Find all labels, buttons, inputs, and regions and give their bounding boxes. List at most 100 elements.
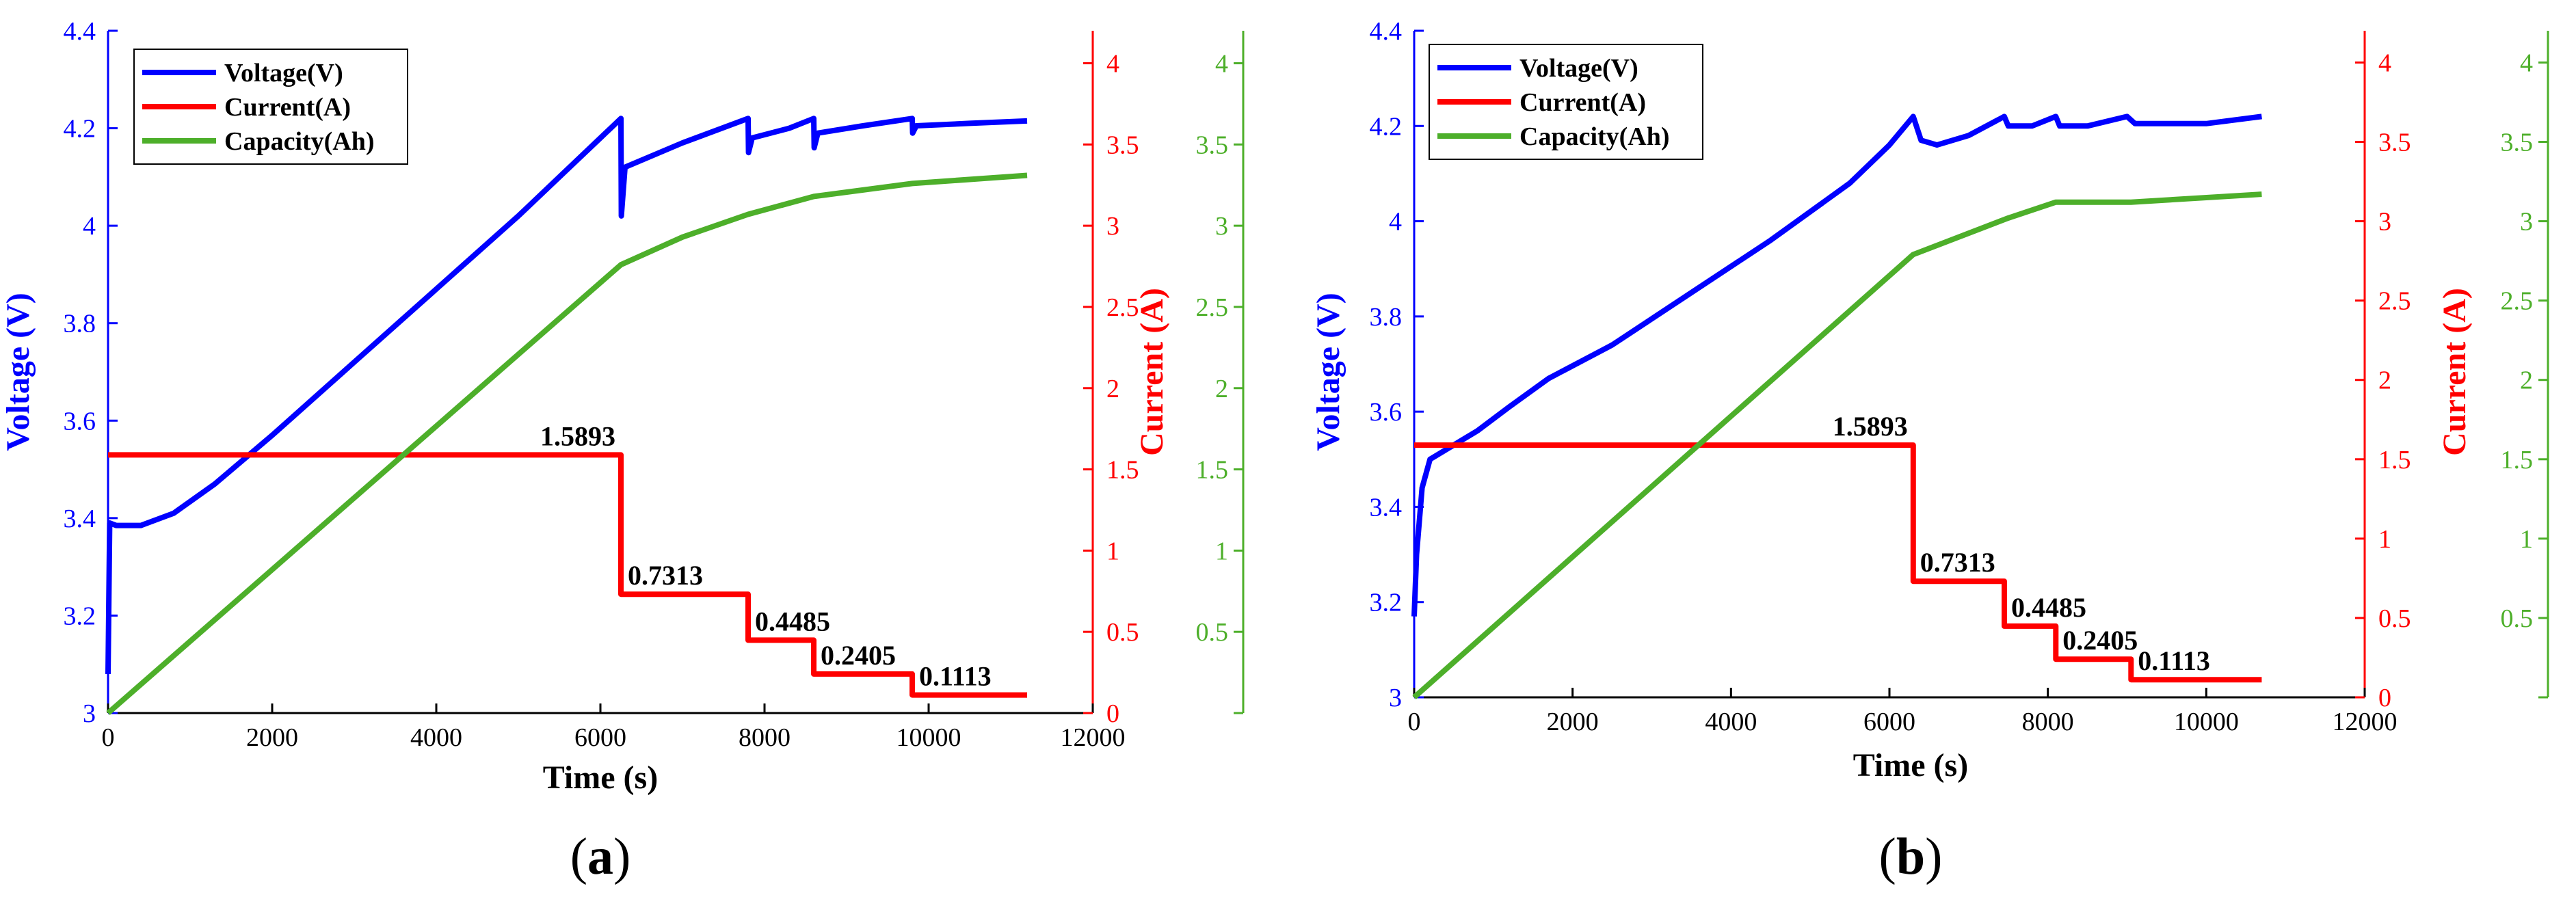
current-step-label: 0.4485 — [2011, 592, 2086, 623]
panel-label-close: ) — [613, 828, 630, 885]
panel-label-close: ) — [1925, 828, 1942, 885]
current-step-label: 0.7313 — [628, 560, 703, 591]
panel-label-letter: a — [587, 828, 613, 885]
panel-a: 0 2000 4000 6000 8000 10000 12000 3 3.2 3.4 3.6 3.8… — [0, 17, 1245, 885]
current-step-label: 0.1113 — [919, 661, 992, 692]
y-left-tick-label: 3.4 — [64, 505, 96, 533]
series-current-a — [108, 452, 1027, 698]
y-right2-tick-label: 4 — [1215, 50, 1228, 79]
y-right-tick-label: 3.5 — [1106, 131, 1139, 159]
current-step-label: 0.1113 — [2138, 645, 2210, 676]
y-left-tick-label: 4 — [1389, 208, 1402, 237]
x-tick-label: 8000 — [2022, 708, 2074, 736]
y-axis-right-label: Current (A) — [2436, 288, 2473, 456]
y-left-tick-label: 3.2 — [64, 602, 96, 630]
y-right-tick-label: 3 — [1106, 212, 1119, 241]
series-voltage-v — [1411, 113, 2262, 617]
current-step-label: 0.4485 — [755, 606, 830, 636]
y-right-tick-label: 1 — [1106, 537, 1119, 565]
panel-b: 0 2000 4000 6000 8000 10000 12000 3 3.2 3.4 3.6 3.8… — [1310, 17, 2549, 885]
legend-entry: Capacity(Ah) — [224, 127, 375, 156]
y-left-tick-label: 3.6 — [64, 407, 96, 435]
y-left-tick-label: 4.4 — [1370, 17, 1403, 46]
panel-label: (a) — [570, 828, 631, 885]
y-left-tick-label: 4.2 — [1370, 112, 1403, 141]
series-capacity-ah — [1412, 191, 2262, 699]
y-right-tick-label: 0.5 — [1106, 618, 1139, 647]
current-step-label: 0.2405 — [821, 640, 896, 671]
series-current-a — [1414, 442, 2262, 683]
current-step-label: 1.5893 — [540, 420, 615, 451]
y-right-tick-label: 0 — [1106, 699, 1119, 728]
y-right-tick-label: 3.5 — [2378, 129, 2411, 157]
x-tick-label: 10000 — [2174, 708, 2239, 736]
y-right-tick-label: 1 — [2378, 525, 2391, 554]
y-axis-left-label: Voltage (V) — [1310, 293, 1346, 451]
y-left-tick-label: 3 — [1389, 684, 1402, 712]
y-right2-tick-label: 2 — [2520, 366, 2533, 395]
y-axis-left-label: Voltage (V) — [0, 293, 36, 451]
y-right2-tick-label: 3 — [2520, 208, 2533, 237]
x-tick-label: 0 — [102, 723, 115, 752]
y-right2-tick-label: 2.5 — [1196, 293, 1229, 322]
y-axis-right-label: Current (A) — [1134, 288, 1170, 456]
panel-label-letter: b — [1896, 828, 1925, 885]
y-right-tick-label: 2 — [1106, 375, 1119, 403]
legend-entry: Current(A) — [1519, 88, 1646, 117]
panel-label: (b) — [1879, 828, 1943, 885]
y-right-tick-label: 0 — [2378, 684, 2391, 712]
y-right-tick-label: 2 — [2378, 366, 2391, 395]
y-left-tick-label: 3.6 — [1370, 398, 1403, 427]
y-left-tick-label: 4.2 — [64, 115, 96, 144]
x-tick-label: 0 — [1408, 708, 1421, 736]
y-right-tick-label: 4 — [2378, 49, 2391, 77]
y-left-tick-label: 4.4 — [64, 17, 96, 46]
y-right-tick-label: 1.5 — [1106, 456, 1139, 485]
y-right2-tick-label: 1 — [1215, 537, 1228, 565]
y-right2-tick-label: 0.5 — [1196, 618, 1229, 647]
x-axis-label: Time (s) — [1853, 747, 1968, 783]
panel-label-open: ( — [1879, 828, 1896, 885]
current-step-label: 0.2405 — [2062, 625, 2138, 656]
y-right2-tick-label: 3 — [1215, 212, 1228, 241]
x-tick-label: 8000 — [739, 723, 791, 752]
y-right2-tick-label: 2.5 — [2501, 287, 2534, 316]
panel-label-open: ( — [570, 828, 587, 885]
series-voltage-v — [105, 116, 1028, 675]
y-left-tick-label: 4 — [83, 212, 96, 241]
legend-entry: Current(A) — [224, 93, 351, 122]
x-tick-label: 12000 — [2333, 708, 2398, 736]
y-left-tick-label: 3.2 — [1370, 589, 1403, 617]
y-right-tick-label: 2.5 — [1106, 293, 1139, 322]
x-tick-label: 12000 — [1061, 723, 1126, 752]
y-right2-tick-label: 2 — [1215, 375, 1228, 403]
y-right2-tick-label: 1 — [2520, 525, 2533, 554]
y-right2-tick-label: 1.5 — [2501, 446, 2534, 474]
y-right-tick-label: 0.5 — [2378, 604, 2411, 633]
y-right2-tick-label: 0.5 — [2501, 604, 2534, 633]
y-left-tick-label: 3.8 — [64, 310, 96, 338]
y-left-tick-label: 3 — [83, 699, 96, 728]
legend-entry: Voltage(V) — [1519, 54, 1638, 83]
y-left-tick-label: 3.4 — [1370, 493, 1403, 522]
y-right-tick-label: 4 — [1106, 50, 1119, 79]
legend-entry: Capacity(Ah) — [1519, 122, 1670, 151]
y-right-tick-label: 2.5 — [2378, 287, 2411, 316]
x-tick-label: 2000 — [246, 723, 298, 752]
x-tick-label: 10000 — [897, 723, 961, 752]
y-right-tick-label: 3 — [2378, 208, 2391, 237]
x-tick-label: 2000 — [1547, 708, 1599, 736]
y-right2-tick-label: 3.5 — [1196, 131, 1229, 159]
x-tick-label: 4000 — [1705, 708, 1757, 736]
legend-entry: Voltage(V) — [224, 59, 343, 88]
y-left-tick-label: 3.8 — [1370, 303, 1403, 332]
y-right2-tick-label: 1.5 — [1196, 456, 1229, 485]
x-tick-label: 6000 — [1863, 708, 1915, 736]
y-right-tick-label: 1.5 — [2378, 446, 2411, 474]
x-tick-label: 6000 — [574, 723, 626, 752]
y-right2-tick-label: 3.5 — [2501, 129, 2534, 157]
current-step-label: 1.5893 — [1833, 411, 1908, 442]
series-capacity-ah — [106, 172, 1028, 716]
x-axis-label: Time (s) — [543, 760, 658, 796]
